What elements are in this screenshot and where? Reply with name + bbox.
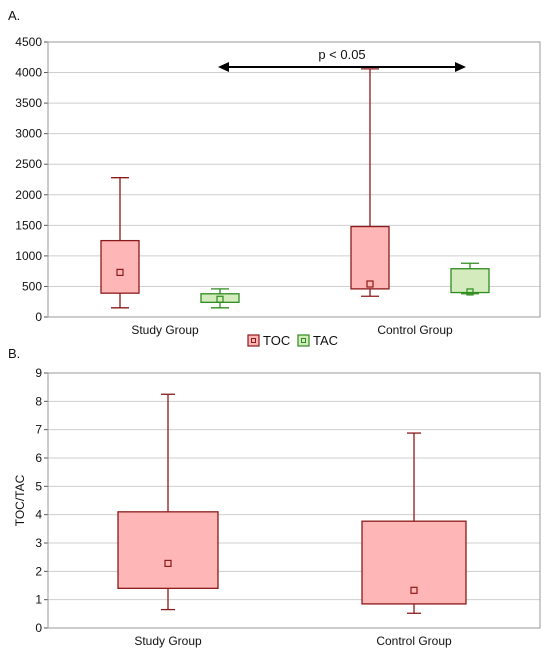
plot-frame	[47, 372, 541, 629]
legend-label: TOC	[263, 333, 290, 348]
legend-swatch-marker	[301, 338, 306, 343]
box-toc-control	[350, 68, 390, 297]
y-tick-label: 7	[35, 423, 42, 437]
plot-frame	[47, 41, 541, 318]
iqr-box	[200, 293, 240, 303]
mean-marker	[366, 280, 374, 288]
chart-panel-a: A. 0 500 1000 1500 2000 2500 3000 3500 4000 4500 St…	[8, 8, 541, 348]
mean-marker	[216, 295, 224, 303]
mean-marker	[410, 586, 418, 594]
x-tick-label: Study Group	[131, 323, 199, 337]
iqr-box	[350, 225, 390, 290]
y-tick-label: 3	[35, 536, 42, 550]
legend-swatch-marker	[251, 338, 256, 343]
y-tick-label: 2000	[15, 188, 42, 202]
y-tick-label: 4000	[15, 66, 42, 80]
legend-item-toc: TOC	[247, 333, 290, 348]
panel-label: B.	[8, 346, 20, 361]
annotation-text: p < 0.05	[318, 47, 365, 62]
y-tick-label: 3000	[15, 127, 42, 141]
iqr-box	[361, 520, 467, 605]
y-tick-label: 2500	[15, 157, 42, 171]
y-axis-label: TOC/TAC	[13, 474, 27, 526]
mean-marker	[164, 559, 172, 568]
y-tick-label: 1000	[15, 249, 42, 263]
arrowhead-right	[455, 62, 466, 72]
y-tick-label: 3500	[15, 96, 42, 110]
box-toc-study	[100, 177, 140, 309]
y-tick-label: 5	[35, 479, 42, 493]
legend-swatch	[297, 334, 310, 347]
y-tick-label: 4	[35, 508, 42, 522]
y-tick-label: 8	[35, 394, 42, 408]
iqr-box	[450, 268, 490, 294]
box-tac-study	[200, 288, 240, 309]
y-tick-label: 6	[35, 451, 42, 465]
y-tick-label: 0	[35, 621, 42, 635]
y-tick-label: 500	[22, 279, 42, 293]
iqr-box	[117, 511, 219, 589]
box-ratio-control	[361, 432, 467, 614]
y-tick-label: 0	[35, 310, 42, 324]
legend-label: TAC	[313, 333, 338, 348]
iqr-box	[100, 239, 140, 294]
y-tick-label: 9	[35, 366, 42, 380]
legend-swatch	[247, 334, 260, 347]
box-tac-control	[450, 262, 490, 296]
x-tick-label: Study Group	[134, 634, 202, 648]
y-tick-label: 4500	[15, 35, 42, 49]
y-tick-label: 1500	[15, 218, 42, 232]
legend: TOC TAC	[247, 333, 338, 348]
y-tick-label: 1	[35, 593, 42, 607]
box-ratio-study	[117, 393, 219, 611]
mean-marker	[466, 288, 474, 296]
arrowhead-left	[218, 62, 229, 72]
panel-label: A.	[8, 8, 20, 23]
x-tick-label: Control Group	[376, 634, 452, 648]
mean-marker	[116, 268, 124, 276]
x-tick-label: Control Group	[377, 323, 453, 337]
chart-panel-b: B. 0 1 2 3 4 5 6 7 8 9 Study Group Control Group TOC/…	[8, 346, 541, 648]
significance-annotation: p < 0.05	[218, 47, 466, 72]
legend-item-tac: TAC	[297, 333, 338, 348]
y-tick-label: 2	[35, 564, 42, 578]
